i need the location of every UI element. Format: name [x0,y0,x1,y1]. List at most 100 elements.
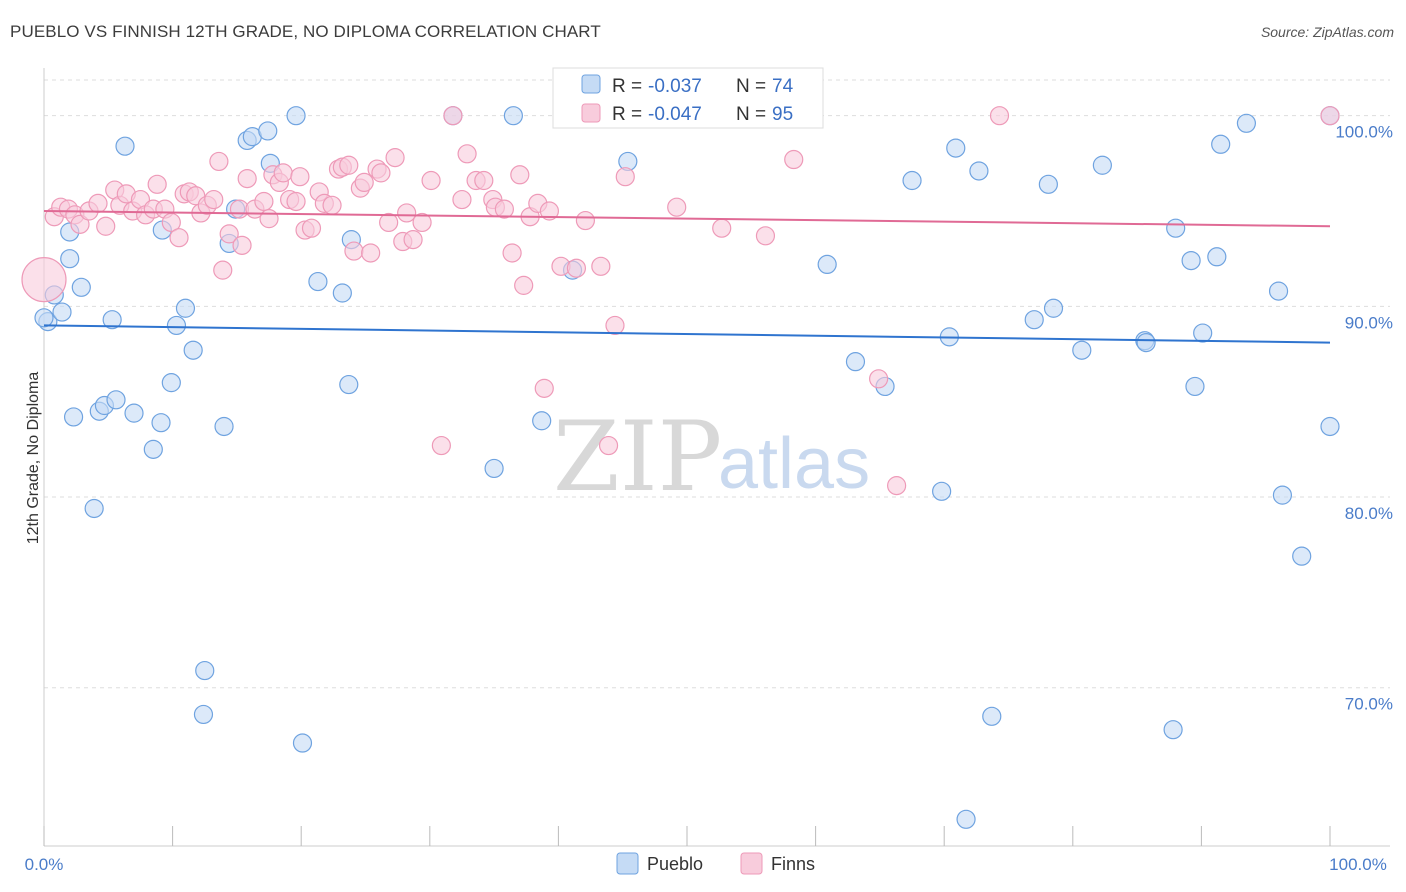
point-finns [209,151,229,172]
legend-r-label-finns: R = [612,104,642,125]
point-pueblo [1236,113,1257,133]
point-finns [397,203,417,223]
point-pueblo [60,249,80,269]
legend-swatch-pueblo [581,74,601,94]
point-finns [21,257,67,303]
point-finns [385,148,405,168]
point-pueblo [1185,376,1205,397]
point-finns [667,197,687,217]
point-pueblo [143,439,163,459]
point-finns [237,168,257,189]
point-finns [510,165,530,185]
point-pueblo [175,298,196,318]
point-pueblo [1268,281,1289,301]
x-tick-label: 0.0% [25,855,64,874]
source-label: Source: ZipAtlas.com [1260,24,1394,40]
point-finns [598,435,619,456]
point-pueblo [1193,323,1213,343]
point-finns [403,230,423,250]
legend-r-value-finns: -0.047 [648,104,702,125]
point-finns [457,144,477,164]
point-pueblo [845,352,866,372]
point-pueblo [484,458,504,479]
point-finns [254,191,274,212]
point-pueblo [166,315,187,336]
point-pueblo [1211,134,1231,154]
point-pueblo [503,106,523,126]
point-pueblo [258,121,278,141]
point-finns [290,167,310,187]
point-pueblo [84,498,104,519]
point-finns [566,258,587,278]
legend-r-value-pueblo: -0.037 [648,76,702,97]
point-pueblo [1038,174,1058,194]
y-tick-label: 100.0% [1335,123,1393,142]
point-finns [421,170,441,191]
y-tick-label: 90.0% [1345,313,1393,332]
point-pueblo [292,733,313,753]
point-finns [339,155,359,175]
point-pueblo [1043,298,1064,318]
point-finns [539,201,559,221]
point-pueblo [969,161,989,181]
point-pueblo [63,407,84,427]
legend-top: R = -0.037 N = 74 R = -0.047 N = 95 [552,67,824,129]
point-pueblo [946,138,966,158]
point-finns [502,243,522,263]
watermark-zip: ZIP [553,401,722,513]
point-pueblo [1207,247,1227,267]
point-pueblo [817,254,837,275]
legend-r-label-pueblo: R = [612,76,642,97]
point-pueblo [308,271,328,292]
point-pueblo [902,170,922,191]
point-pueblo [214,416,234,437]
y-tick-labels: 100.0% 90.0% 80.0% 70.0% [1335,123,1393,714]
point-finns [169,228,189,248]
chart-title: PUEBLO VS FINNISH 12TH GRADE, NO DIPLOMA… [10,22,601,41]
point-finns [88,193,108,213]
point-pueblo [332,283,352,303]
point-pueblo [1163,720,1183,740]
watermark-atlas: atlas [718,424,870,504]
bottom-legend-swatch-finns [740,852,763,875]
point-pueblo [161,373,181,393]
point-finns [354,172,374,193]
point-finns [605,315,625,336]
point-finns [96,216,116,236]
point-pueblo [1072,340,1092,360]
point-finns [452,189,472,210]
point-pueblo [34,308,54,328]
point-finns [371,163,391,183]
legend-n-label-pueblo: N = [736,76,766,97]
legend-n-label-finns: N = [736,104,766,125]
legend-swatch-finns [581,103,601,123]
point-finns [286,191,306,212]
y-tick-label: 70.0% [1345,695,1393,714]
point-finns [322,195,342,215]
point-pueblo [1181,250,1201,271]
point-finns [784,149,804,170]
point-finns [213,260,233,280]
watermark: ZIP atlas [553,401,870,513]
point-finns [755,226,776,246]
point-finns [301,218,322,238]
point-finns [514,275,534,295]
point-finns [361,243,381,263]
point-finns [534,378,554,398]
point-pueblo [982,706,1002,726]
point-pueblo [106,390,126,410]
point-pueblo [1136,332,1156,353]
point-pueblo [1166,218,1186,238]
y-axis-label: 12th Grade, No Diploma [25,372,42,545]
trend-line-pueblo [43,324,1331,344]
point-finns [232,235,252,255]
point-finns [615,167,635,187]
point-finns [204,189,224,210]
point-finns [443,106,463,126]
point-pueblo [1092,155,1112,175]
point-finns [431,435,451,456]
legend-bottom: Pueblo Finns [616,852,815,875]
point-pueblo [151,413,171,433]
point-pueblo [1024,310,1044,330]
bottom-legend-pueblo: Pueblo [647,854,703,874]
